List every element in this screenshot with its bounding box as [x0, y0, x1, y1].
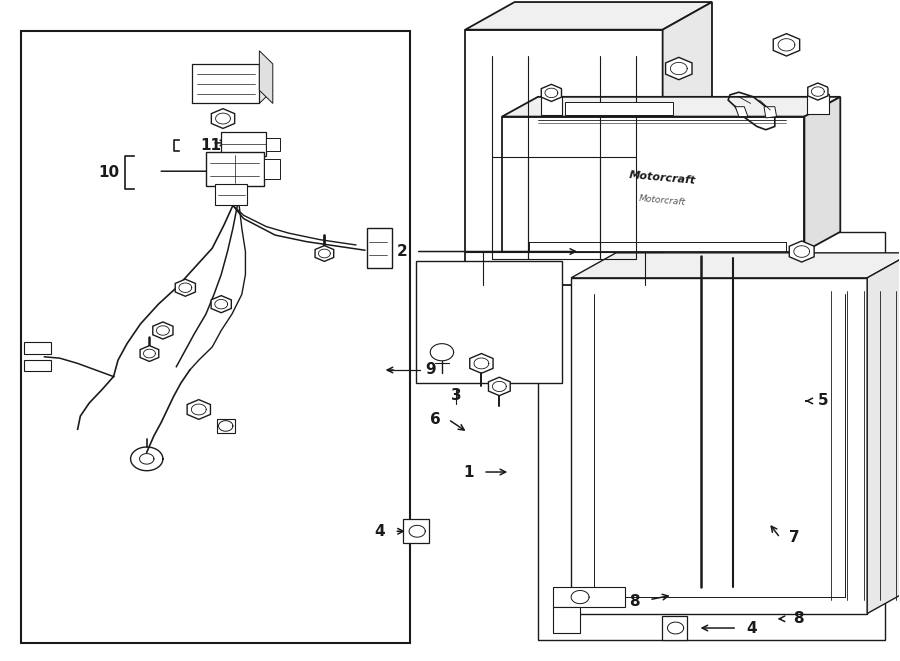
Polygon shape: [23, 342, 50, 354]
Polygon shape: [192, 64, 259, 103]
Text: 6: 6: [430, 412, 441, 427]
Polygon shape: [315, 246, 334, 261]
Polygon shape: [176, 279, 195, 296]
Text: Motorcraft: Motorcraft: [628, 170, 696, 185]
Polygon shape: [805, 97, 841, 252]
Polygon shape: [367, 229, 392, 268]
Polygon shape: [259, 51, 273, 103]
Polygon shape: [212, 108, 235, 128]
Polygon shape: [807, 95, 829, 114]
Text: 8: 8: [630, 594, 640, 609]
Polygon shape: [153, 322, 173, 339]
Polygon shape: [205, 152, 264, 186]
Polygon shape: [662, 2, 712, 285]
Text: 7: 7: [789, 530, 800, 545]
Polygon shape: [470, 354, 493, 373]
Bar: [565, 102, 672, 115]
Polygon shape: [502, 97, 841, 116]
Polygon shape: [266, 137, 280, 151]
Polygon shape: [264, 159, 280, 179]
Text: 1: 1: [464, 465, 474, 479]
Text: 4: 4: [746, 621, 757, 635]
Text: 11: 11: [201, 138, 221, 153]
Polygon shape: [465, 2, 712, 30]
Bar: [21, 31, 410, 643]
Polygon shape: [192, 91, 273, 103]
Text: 3: 3: [451, 388, 462, 403]
Polygon shape: [465, 30, 662, 285]
Polygon shape: [217, 419, 235, 432]
Polygon shape: [662, 616, 688, 640]
Text: 4: 4: [374, 524, 385, 539]
Bar: [416, 261, 562, 383]
Polygon shape: [215, 184, 248, 206]
Polygon shape: [735, 106, 748, 116]
Polygon shape: [489, 377, 510, 396]
Polygon shape: [140, 346, 158, 362]
Polygon shape: [868, 253, 900, 613]
Text: 2: 2: [397, 244, 408, 259]
Polygon shape: [187, 400, 211, 419]
Polygon shape: [212, 295, 231, 313]
Polygon shape: [541, 96, 562, 115]
Polygon shape: [808, 83, 828, 100]
Polygon shape: [773, 34, 800, 56]
Polygon shape: [541, 85, 562, 101]
Text: 10: 10: [99, 165, 120, 180]
Polygon shape: [666, 58, 692, 80]
Polygon shape: [764, 106, 777, 118]
Polygon shape: [502, 116, 805, 252]
Polygon shape: [23, 360, 50, 371]
Polygon shape: [789, 241, 814, 262]
Text: Motorcraft: Motorcraft: [638, 194, 686, 207]
Polygon shape: [572, 253, 900, 278]
Polygon shape: [572, 278, 868, 613]
Polygon shape: [221, 132, 266, 156]
Bar: [538, 232, 886, 640]
Text: 5: 5: [818, 393, 829, 408]
Polygon shape: [554, 607, 580, 633]
Text: 8: 8: [793, 611, 804, 627]
Polygon shape: [403, 520, 429, 543]
Text: 9: 9: [425, 362, 436, 377]
Polygon shape: [554, 587, 625, 607]
